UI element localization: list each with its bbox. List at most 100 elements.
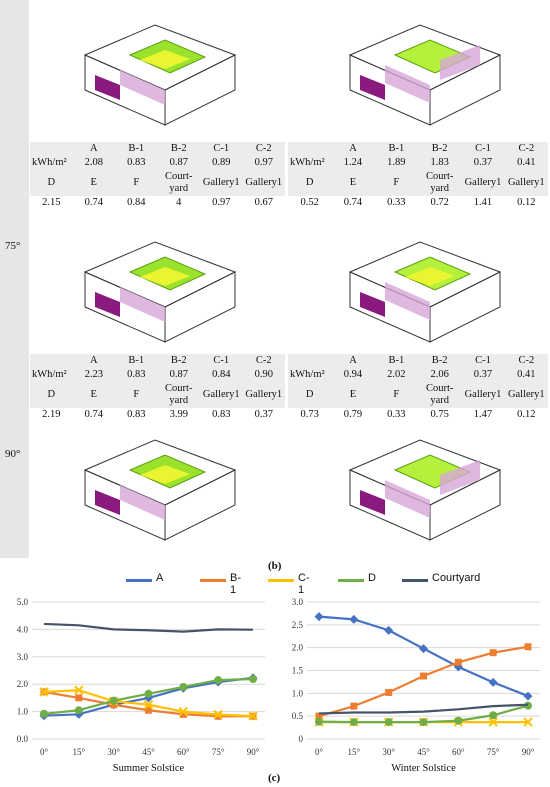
table-value-cell: 0.75 [430,409,449,420]
table-header-cell: E [72,170,115,196]
table-header-cell: F [374,170,418,196]
table-value-cell: 0.97 [212,197,231,208]
table-value-cell: 0.33 [387,197,406,208]
x-tick-label: 15° [348,747,361,757]
table-value-cell: 0.72 [430,197,449,208]
data-point [145,706,152,714]
table-header-cell: Gallery1 [461,170,505,196]
chart-title: Winter Solstice [391,763,456,772]
data-point [75,694,83,702]
x-tick-label: 60° [452,747,465,757]
table-value-cell: 2.02 [374,368,418,382]
table-header-cell: A [331,354,375,368]
table-value-cell: 1.89 [374,156,418,170]
y-tick-label: 1.5 [292,666,304,676]
table-corner-cell [288,142,332,156]
building-render-winter-60 [348,24,502,126]
angle-label-75: 75° [5,240,21,252]
table-value-cell: 0.52 [300,197,319,208]
table-value-cell: 0.79 [343,409,363,420]
data-point [179,682,188,691]
data-point [143,700,154,710]
table-header-cell: Gallery1 [242,170,285,196]
table-header-cell: A [72,142,115,156]
data-point [350,702,358,710]
legend-swatch [200,579,226,582]
table-header-cell: C-1 [200,142,243,156]
data-point [523,717,533,727]
table-value-cell: 0.90 [242,368,285,382]
table-corner-cell [288,354,332,368]
table-value-cell: 0.74 [343,197,363,208]
table-header-cell: Gallery1 [504,170,548,196]
legend-swatch [402,579,428,582]
table-header-cell: B-1 [374,354,418,368]
table-value-cell: 0.74 [84,197,103,208]
table-unit-cell: kWh/m² [288,156,332,170]
angle-label-90: 90° [5,448,21,460]
table-header-cell: F [115,382,158,408]
data-point [74,709,84,719]
data-point [524,643,532,651]
table-header-cell: Gallery1 [200,382,243,408]
x-tick-label: 45° [142,747,155,757]
table-header-cell: D [288,170,332,196]
legend-label: C-1 [298,572,310,596]
table-header-cell: C-2 [242,142,285,156]
energy-table: A B-1 B-2 C-1 C-2 kWh/m² 1.24 1.89 1.83 0.37 0.41 D… [288,142,548,210]
building-render-summer-60 [83,24,237,126]
data-point [214,712,222,720]
y-tick-label: 0.5 [292,711,304,721]
chart-title: Summer Solstice [113,763,185,772]
x-tick-label: 45° [417,747,430,757]
energy-table: A B-1 B-2 C-1 C-2 kWh/m² 0.94 2.02 2.06 0.37 0.41 D… [288,354,548,422]
y-tick-label: 4.0 [17,624,29,634]
legend-swatch [126,579,152,582]
table-value-cell: 1.83 [417,156,462,170]
table-header-cell: E [331,170,375,196]
table-value-cell: 0.94 [331,368,375,382]
table-value-cell: 0.73 [300,409,319,420]
data-point [489,711,498,720]
data-point [419,644,428,654]
x-tick-label: 30° [107,747,120,757]
table-header-cell: B-2 [417,354,462,368]
table-value-cell: 0.37 [461,368,505,382]
table-value-cell: 0.83 [115,368,158,382]
y-tick-label: 1.0 [292,688,304,698]
table-header-cell: B-1 [374,142,418,156]
table-header-cell: C-2 [504,354,548,368]
table-header-cell: Court- yard [157,170,200,196]
legend-label: B-1 [230,572,241,596]
table-value-cell: 1.24 [331,156,375,170]
data-point [315,717,323,726]
data-point [39,687,49,697]
building-render-winter-90 [348,439,502,541]
table-value-cell: 3.99 [169,409,188,420]
table-header-cell: F [374,382,418,408]
table-value-cell: 0.97 [242,156,285,170]
legend-label: Courtyard [432,572,481,584]
data-point [74,685,84,695]
x-tick-label: 0° [315,747,324,757]
x-tick-label: 75° [212,747,225,757]
chart-legend: A B-1 C-1 D Courtyard [0,572,550,596]
x-tick-label: 30° [382,747,395,757]
x-tick-label: 75° [487,747,500,757]
data-point [523,691,533,701]
data-point [419,718,428,727]
x-tick-label: 60° [177,747,190,757]
table-header-cell: Gallery1 [461,382,505,408]
table-header-cell: D [288,382,332,408]
x-tick-label: 90° [522,747,535,757]
table-value-cell: 0.83 [115,156,158,170]
data-point [178,706,189,717]
data-point [488,677,498,687]
data-point [248,711,258,721]
table-value-cell: 0.12 [517,409,536,420]
table-header-cell: Court- yard [417,170,462,196]
y-tick-label: 2.0 [17,679,29,689]
table-value-cell: 0.83 [127,409,146,420]
table-header-cell: B-2 [157,142,200,156]
table-value-cell: 2.23 [72,368,115,382]
